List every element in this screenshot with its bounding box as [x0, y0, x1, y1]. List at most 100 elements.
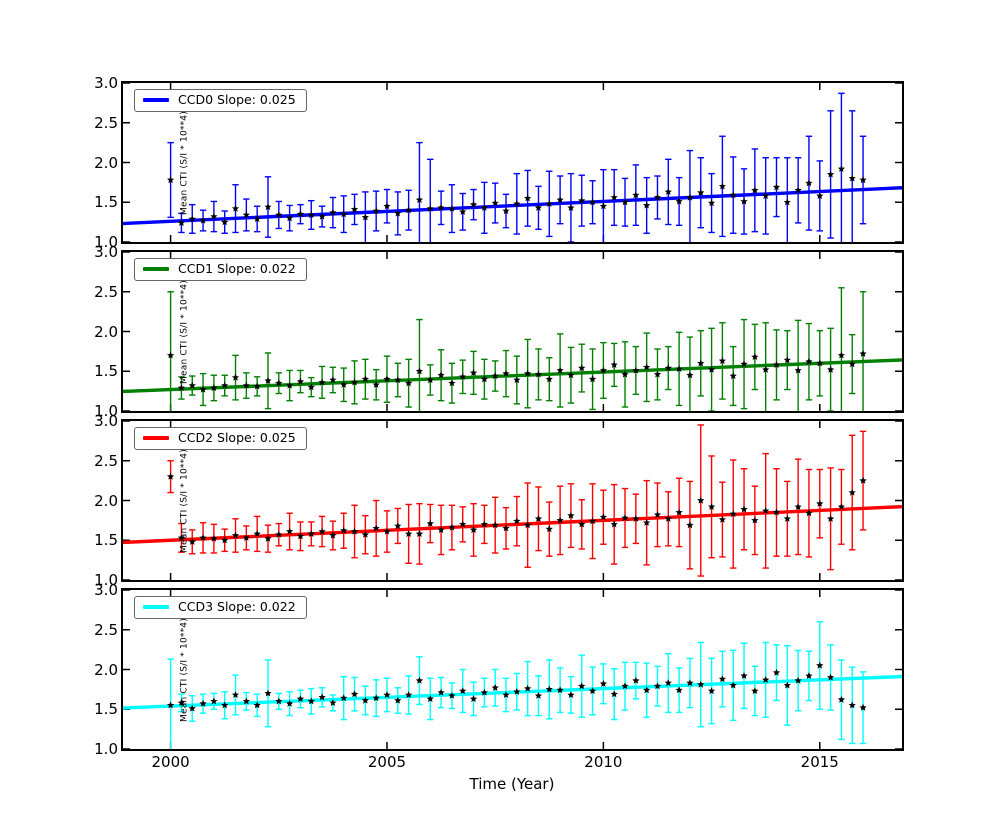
ytick-label: 1.0 — [94, 402, 118, 420]
data-point-marker — [480, 375, 488, 383]
data-point-marker — [729, 191, 737, 199]
data-point-marker — [286, 699, 294, 707]
data-point-marker — [437, 526, 445, 533]
data-point-marker — [772, 508, 781, 516]
data-point-marker — [210, 697, 218, 705]
data-point-marker — [394, 696, 402, 704]
data-point-marker — [578, 682, 586, 690]
data-point-marker — [751, 516, 759, 524]
x-axis-label: Time (Year) — [469, 775, 555, 793]
data-point-marker — [632, 515, 640, 522]
data-point-marker — [318, 527, 326, 535]
data-point-marker — [275, 530, 283, 538]
data-point-marker — [502, 691, 510, 698]
legend-line-sample-ccd1 — [143, 267, 169, 272]
data-point-marker — [827, 515, 835, 522]
data-point-marker — [426, 204, 434, 212]
data-point-marker — [816, 661, 824, 669]
ytick-label: 1.0 — [94, 740, 118, 758]
data-point-marker — [556, 686, 564, 694]
data-point-marker — [415, 196, 424, 203]
data-point-marker — [610, 361, 618, 368]
data-point-marker — [762, 507, 770, 514]
xtick-label: 2010 — [584, 753, 623, 771]
data-point-marker — [675, 365, 683, 372]
ytick-label: 3.0 — [94, 243, 118, 261]
data-point-marker — [502, 207, 510, 215]
data-point-marker — [524, 194, 532, 202]
plot-area-ccd0 — [123, 83, 902, 242]
data-point-marker — [469, 526, 478, 533]
data-point-marker — [167, 472, 175, 480]
data-point-marker — [350, 378, 359, 386]
data-point-marker — [653, 682, 662, 690]
data-point-marker — [459, 208, 467, 215]
data-point-marker — [167, 176, 175, 184]
data-point-marker — [632, 366, 640, 374]
data-point-marker — [675, 197, 683, 205]
ytick-label: 2.0 — [94, 153, 118, 172]
legend-ccd1: CCD1 Slope: 0.022 — [134, 258, 307, 281]
data-point-marker — [383, 527, 391, 535]
data-point-marker — [524, 369, 532, 377]
data-point-marker — [415, 367, 424, 375]
subplot-ccd3: CCD3 Slope: 0.022 Mean CTI (S/I * 10**4) — [121, 588, 904, 751]
data-point-marker — [502, 369, 510, 377]
data-point-marker — [599, 680, 607, 687]
data-point-marker — [859, 350, 867, 357]
data-point-marker — [837, 165, 845, 172]
data-point-marker — [199, 216, 207, 224]
data-point-marker — [567, 371, 575, 379]
legend-line-sample-ccd0 — [143, 98, 169, 103]
subplot-ccd1: CCD1 Slope: 0.022 Mean CTI (S/I * 10**4) — [121, 250, 904, 413]
data-point-marker — [545, 200, 553, 207]
data-point-marker — [524, 684, 532, 692]
ytick-label: 2.5 — [94, 113, 118, 132]
data-point-marker — [264, 689, 272, 697]
data-point-marker — [643, 519, 651, 526]
data-point-marker — [859, 703, 867, 711]
data-point-marker — [307, 383, 315, 391]
legend-label-ccd2: CCD2 Slope: 0.025 — [178, 430, 296, 445]
data-point-marker — [340, 694, 348, 702]
xtick-label: 2015 — [800, 753, 839, 771]
data-point-marker — [394, 209, 402, 217]
data-point-marker — [480, 520, 488, 528]
ytick-label: 3.0 — [94, 412, 118, 430]
legend-label-ccd0: CCD0 Slope: 0.025 — [178, 92, 296, 107]
data-point-marker — [686, 679, 694, 687]
data-point-marker — [827, 365, 835, 373]
ytick-label: 1.5 — [94, 531, 118, 550]
data-point-marker — [394, 376, 402, 384]
plot-area-ccd1 — [123, 252, 902, 411]
data-point-marker — [805, 509, 813, 517]
data-point-marker — [588, 198, 597, 206]
data-point-marker — [242, 697, 250, 705]
data-point-marker — [643, 201, 651, 209]
data-point-marker — [783, 356, 791, 364]
data-point-marker — [242, 211, 250, 218]
data-point-marker — [242, 381, 250, 389]
data-point-marker — [816, 192, 824, 199]
data-point-marker — [361, 696, 369, 704]
ytick-label: 2.0 — [94, 322, 118, 341]
xtick-label: 2000 — [151, 753, 190, 771]
data-point-marker — [621, 514, 629, 522]
data-point-marker — [816, 499, 824, 507]
data-point-marker — [340, 381, 348, 388]
data-point-marker — [837, 503, 845, 510]
data-point-marker — [697, 359, 705, 367]
subplot-ccd0: CCD0 Slope: 0.025 Mean CTI (S/I * 10**4) — [121, 81, 904, 244]
data-point-marker — [231, 531, 240, 539]
data-point-marker — [221, 218, 229, 226]
legend-ccd2: CCD2 Slope: 0.025 — [134, 427, 307, 450]
legend-label-ccd3: CCD3 Slope: 0.022 — [178, 599, 296, 614]
data-point-marker — [340, 526, 348, 534]
data-point-marker — [513, 517, 521, 525]
data-point-marker — [513, 376, 521, 384]
data-point-marker — [794, 366, 802, 374]
data-point-marker — [459, 687, 467, 694]
data-point-marker — [426, 695, 434, 702]
data-point-marker — [664, 188, 672, 195]
data-point-marker — [264, 203, 272, 211]
